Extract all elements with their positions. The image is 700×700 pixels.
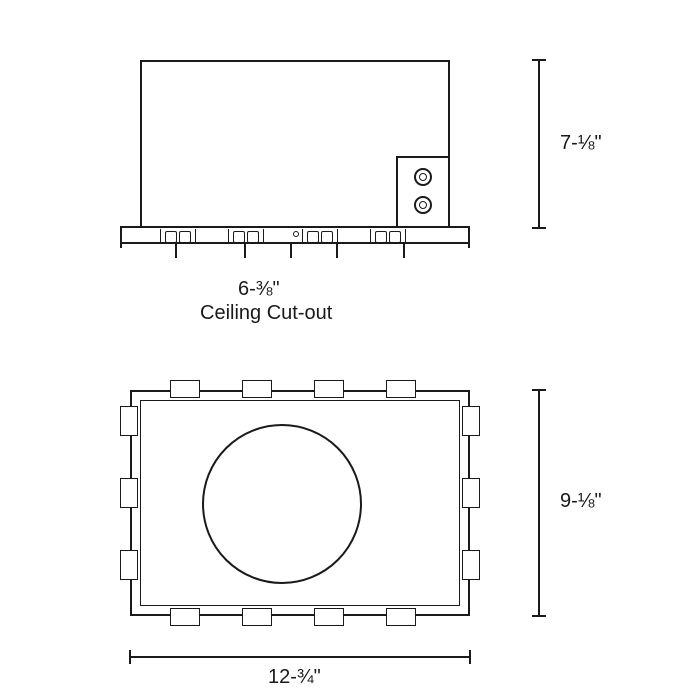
dim-label-cutout-text: Ceiling Cut-out: [200, 302, 332, 325]
mounting-clip: [314, 380, 344, 398]
mounting-clip: [462, 406, 480, 436]
dim-tick: [469, 650, 471, 664]
mounting-clip: [120, 406, 138, 436]
dim-line-height: [538, 60, 540, 228]
mounting-clip: [120, 478, 138, 508]
center-screw-icon: [293, 231, 299, 237]
hanger-bracket: [160, 229, 196, 243]
mounting-clip: [120, 550, 138, 580]
dim-line-depth: [538, 390, 540, 616]
mounting-clip: [170, 608, 200, 626]
dim-tick: [532, 227, 546, 229]
plan-view-plate: [130, 390, 470, 616]
technical-drawing: 7-⅛" 6-⅜" Ceiling Cut-out 9-⅛" 12-¾": [0, 0, 700, 700]
dim-label-depth: 9-⅛": [560, 490, 602, 513]
dim-label-width: 12-¾": [268, 666, 321, 689]
mounting-clip: [386, 380, 416, 398]
hanger-bracket: [302, 229, 338, 243]
mounting-clip: [242, 380, 272, 398]
mounting-clip: [462, 478, 480, 508]
dim-line-width: [130, 656, 470, 658]
knockout-icon: [414, 196, 432, 214]
ceiling-cutout-extent: [175, 244, 405, 264]
junction-box: [396, 156, 450, 228]
knockout-icon: [414, 168, 432, 186]
dim-label-cutout-width: 6-⅜": [238, 278, 280, 301]
hanger-bracket: [370, 229, 406, 243]
hanger-bracket: [228, 229, 264, 243]
mounting-clip: [170, 380, 200, 398]
mounting-clip: [242, 608, 272, 626]
aperture-circle: [202, 424, 362, 584]
dim-tick: [532, 389, 546, 391]
dim-tick: [129, 650, 131, 664]
side-view-housing: [140, 60, 450, 228]
dim-tick: [532, 615, 546, 617]
mounting-clip: [386, 608, 416, 626]
mounting-clip: [314, 608, 344, 626]
dim-tick: [532, 59, 546, 61]
mounting-clip: [462, 550, 480, 580]
dim-label-height: 7-⅛": [560, 132, 602, 155]
